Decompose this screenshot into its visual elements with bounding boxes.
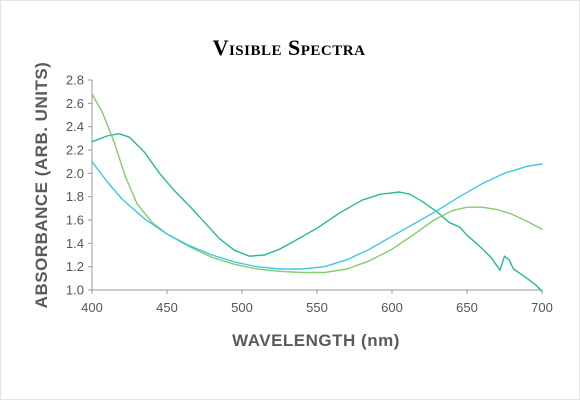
- y-tick-label: 1.8: [66, 189, 84, 204]
- x-axis-label: WAVELENGTH (nm): [232, 331, 400, 350]
- series-lines: [91, 93, 543, 292]
- x-tick-label: 600: [381, 300, 403, 315]
- y-tick-label: 1.0: [66, 283, 84, 298]
- x-tick-label: 450: [156, 300, 178, 315]
- y-tick-label: 1.4: [66, 236, 84, 251]
- x-tick-label: 650: [456, 300, 478, 315]
- x-tick-label: 700: [531, 300, 553, 315]
- series-line-3: [91, 161, 543, 270]
- tick-labels: 400 450 500 550 600 650 700 1.0 1.2 1.4 1.6 1.8 2.0 2…: [66, 73, 553, 316]
- y-tick-label: 1.6: [66, 213, 84, 228]
- x-tick-label: 500: [231, 300, 253, 315]
- series-line-2: [91, 93, 543, 274]
- y-tick-label: 2.8: [66, 73, 84, 88]
- x-tick-label: 550: [306, 300, 328, 315]
- y-tick-label: 2.4: [66, 119, 84, 134]
- y-tick-label: 1.2: [66, 259, 84, 274]
- chart-title: Visible Spectra: [213, 35, 366, 60]
- y-tick-label: 2.6: [66, 96, 84, 111]
- series-line-1: [91, 133, 543, 292]
- y-tick-label: 2.0: [66, 166, 84, 181]
- x-tick-label: 400: [81, 300, 103, 315]
- y-axis-label: ABSORBANCE (ARB. UNITS): [32, 62, 51, 309]
- axes: [88, 79, 543, 294]
- y-tick-label: 2.2: [66, 143, 84, 158]
